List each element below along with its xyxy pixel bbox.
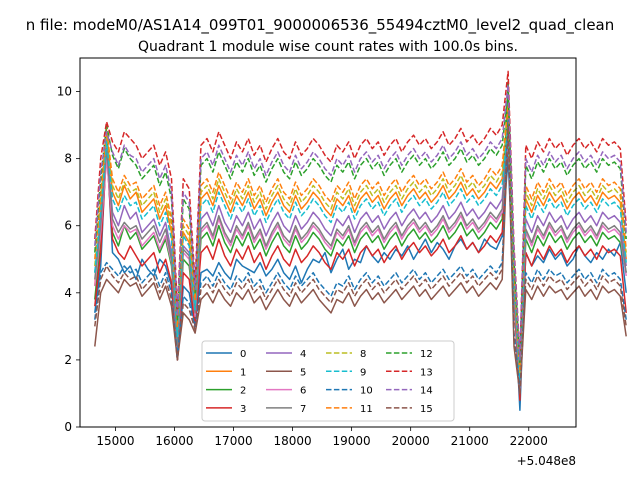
legend-label-14: 14 — [420, 386, 433, 397]
y-tick-label: 10 — [57, 85, 72, 99]
legend-label-4: 4 — [300, 349, 306, 360]
series-line-5 — [94, 131, 627, 395]
legend-label-10: 10 — [360, 386, 373, 397]
y-tick-label: 0 — [64, 420, 72, 434]
plot-lines — [94, 70, 627, 411]
legend-label-0: 0 — [240, 349, 246, 360]
legend-label-15: 15 — [420, 404, 433, 415]
x-tick-label: 15000 — [96, 434, 134, 448]
series-line-7 — [94, 131, 627, 388]
series-line-10 — [94, 117, 627, 391]
legend-label-11: 11 — [360, 404, 373, 415]
x-offset-label: +5.048e8 — [517, 454, 576, 468]
series-line-11 — [94, 104, 627, 371]
chart-title: Quadrant 1 module wise count rates with … — [138, 39, 518, 55]
series-line-15 — [94, 124, 627, 395]
x-tick-label: 16000 — [155, 434, 193, 448]
x-axis: 15000 16000 17000 18000 19000 20000 21000 22000 — [96, 427, 548, 448]
series-line-0 — [94, 141, 627, 411]
legend-label-8: 8 — [360, 349, 366, 360]
plot-frame — [79, 57, 577, 428]
series-line-3 — [94, 141, 627, 401]
figure-suptitle: n file: modeM0/AS1A14_099T01_9000006536_… — [26, 16, 615, 35]
y-tick-label: 6 — [64, 219, 72, 233]
x-tick-label: 17000 — [214, 434, 252, 448]
x-tick-label: 18000 — [273, 434, 311, 448]
legend-label-1: 1 — [240, 367, 246, 378]
y-tick-label: 2 — [64, 353, 72, 367]
series-line-14 — [94, 84, 627, 361]
x-tick-label: 22000 — [510, 434, 548, 448]
legend-label-9: 9 — [360, 367, 366, 378]
legend-label-13: 13 — [420, 367, 433, 378]
series-line-9 — [94, 124, 627, 381]
x-tick-label: 20000 — [392, 434, 430, 448]
legend-label-6: 6 — [300, 386, 306, 397]
y-tick-label: 4 — [64, 286, 72, 300]
x-tick-label: 19000 — [333, 434, 371, 448]
legend-label-2: 2 — [240, 386, 246, 397]
legend-label-12: 12 — [420, 349, 433, 360]
y-tick-label: 8 — [64, 152, 72, 166]
legend-label-7: 7 — [300, 404, 306, 415]
y-axis: 0 2 4 6 8 10 — [57, 85, 80, 434]
legend-label-5: 5 — [300, 367, 306, 378]
legend-label-3: 3 — [240, 404, 246, 415]
legend-box — [201, 340, 455, 422]
series-line-13 — [94, 70, 627, 358]
x-tick-label: 21000 — [451, 434, 489, 448]
